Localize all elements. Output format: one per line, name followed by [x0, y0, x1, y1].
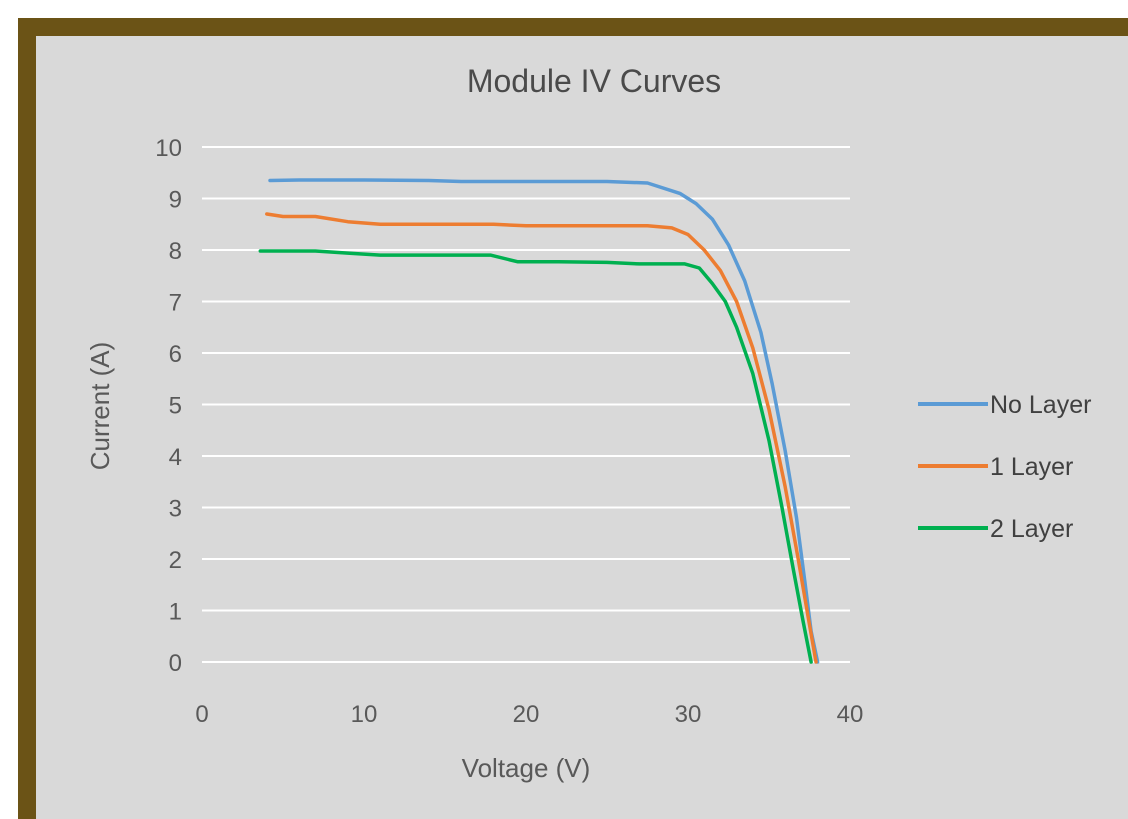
legend-label: No Layer: [990, 391, 1091, 419]
legend-label: 1 Layer: [990, 453, 1073, 481]
y-tick-label: 10: [155, 135, 182, 162]
legend: No Layer 1 Layer 2 Layer: [918, 391, 1091, 543]
gridlines: [202, 146, 850, 663]
legend-item: No Layer: [918, 391, 1091, 419]
y-tick-label: 7: [169, 290, 182, 317]
x-tick-labels: 0 10 20 30 40: [195, 701, 863, 728]
y-tick-label: 4: [169, 444, 182, 471]
x-tick-label: 20: [513, 701, 540, 728]
series-line-1-layer: [265, 212, 818, 664]
y-tick-label: 5: [169, 393, 182, 420]
x-axis-title: Voltage (V): [462, 753, 591, 783]
y-tick-label: 0: [169, 650, 182, 677]
y-tick-label: 1: [169, 599, 182, 626]
y-tick-label: 3: [169, 496, 182, 523]
y-tick-label: 8: [169, 238, 182, 265]
series-line-no-layer: [268, 178, 820, 664]
y-axis-title: Current (A): [85, 342, 115, 471]
chart-title: Module IV Curves: [467, 63, 721, 99]
x-tick-label: 10: [351, 701, 378, 728]
y-tick-labels: 0 1 2 3 4 5 6 7 8 9 10: [155, 135, 182, 677]
series-lines: [258, 178, 820, 664]
y-tick-label: 9: [169, 187, 182, 214]
y-tick-label: 2: [169, 547, 182, 574]
y-tick-label: 6: [169, 341, 182, 368]
legend-item: 1 Layer: [918, 453, 1073, 481]
legend-label: 2 Layer: [990, 515, 1073, 543]
x-tick-label: 40: [837, 701, 864, 728]
chart-frame: [18, 18, 1128, 819]
series-line-2-layer: [258, 249, 813, 664]
legend-item: 2 Layer: [918, 515, 1073, 543]
x-tick-label: 30: [675, 701, 702, 728]
x-tick-label: 0: [195, 701, 208, 728]
